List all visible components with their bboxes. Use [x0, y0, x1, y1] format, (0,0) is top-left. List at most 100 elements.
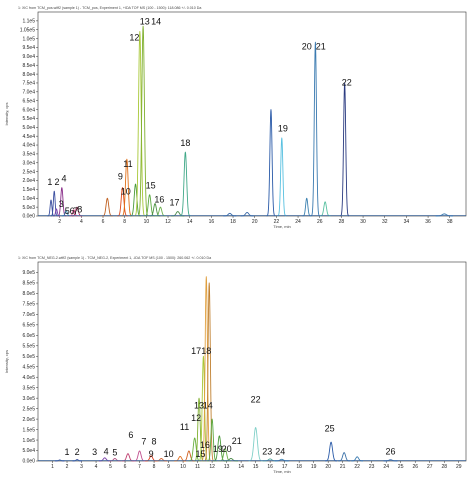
y-tick-label: 6.0e5 [22, 333, 35, 339]
y-tick-label: 2.0e4 [22, 178, 35, 184]
chromatogram-peak [145, 455, 158, 462]
x-tick-label: 24 [295, 219, 301, 225]
peak-label: 12 [129, 32, 139, 42]
x-tick-label: 29 [456, 464, 462, 470]
y-tick-label: 5.5e5 [22, 343, 35, 349]
y-tick-label: 8.0e4 [22, 72, 35, 78]
x-tick-label: 12 [165, 219, 171, 225]
chromatogram-peak [194, 397, 204, 462]
x-axis-label: Time, min [273, 469, 290, 474]
y-tick-label: 8.0e5 [22, 291, 35, 297]
y-tick-label: 4.0e4 [22, 143, 35, 149]
y-tick-label: 9.0e5 [22, 270, 35, 276]
y-tick-label: 1.0e5 [22, 36, 35, 42]
chromatogram-peak [266, 109, 276, 217]
chromatogram-peak [155, 458, 168, 462]
y-tick-label: 1.0e4 [22, 196, 35, 202]
peak-label: 19 [278, 124, 288, 134]
x-tick-label: 2 [58, 219, 61, 225]
peak-label: 11 [180, 422, 189, 432]
chromatogram-peak [198, 355, 209, 462]
plot-frame [37, 11, 467, 217]
y-tick-label: 6.5e4 [22, 98, 35, 104]
peak-label: 3 [92, 447, 97, 457]
peak-label: 6 [70, 206, 75, 216]
y-tick-label: 9.0e4 [22, 54, 35, 60]
y-tick-label: 9.5e4 [22, 45, 35, 51]
chromatogram-peak [108, 458, 121, 462]
x-tick-label: 26 [412, 464, 418, 470]
peak-label: 18 [201, 346, 211, 356]
peak-label: 16 [154, 195, 164, 205]
y-tick-label: 4.5e4 [22, 134, 35, 140]
y-tick-label: 5.0e4 [22, 125, 35, 131]
x-tick-label: 3 [80, 464, 83, 470]
peak-label: 9 [118, 172, 123, 182]
chromatogram-peak [435, 213, 454, 217]
peak-label: 8 [77, 204, 82, 214]
x-tick-label: 12 [209, 464, 215, 470]
x-tick-label: 14 [187, 219, 193, 225]
x-tick-label: 28 [339, 219, 345, 225]
peak-label: 14 [203, 401, 213, 411]
y-tick-label: 0.0e0 [22, 459, 35, 465]
x-tick-label: 20 [325, 464, 331, 470]
x-tick-label: 6 [102, 219, 105, 225]
peak-label: 2 [54, 177, 59, 187]
x-tick-label: 25 [398, 464, 404, 470]
peak-label: 12 [191, 413, 201, 423]
y-tick-label: 5.0e5 [22, 354, 35, 360]
peak-label: 20 [222, 444, 232, 454]
x-tick-label: 19 [311, 464, 317, 470]
chromatogram-peak [61, 210, 71, 217]
chromatogram-peak [340, 82, 350, 217]
x-tick-label: 10 [144, 219, 150, 225]
chromatogram-peak [302, 197, 312, 217]
peak-label: 4 [104, 446, 109, 456]
chromatogram-peak [263, 458, 278, 462]
y-tick-label: 4.0e5 [22, 375, 35, 381]
peak-label: 2 [75, 447, 80, 457]
chromatogram-peak [338, 452, 351, 462]
y-tick-label: 8.5e5 [22, 281, 35, 287]
x-tick-label: 34 [404, 219, 410, 225]
y-tick-label: 3.0e4 [22, 160, 35, 166]
x-tick-label: 4 [80, 219, 83, 225]
chromatogram-peak [179, 151, 191, 217]
chromatogram-peak [277, 137, 287, 217]
chromatogram-peak [101, 197, 113, 217]
y-tick-label: 8.5e4 [22, 63, 35, 69]
x-tick-label: 1 [51, 464, 54, 470]
chromatogram-peak [204, 282, 215, 462]
chromatogram-peak [69, 209, 79, 217]
x-axis-label: Time, min [273, 224, 290, 229]
y-tick-label: 4.5e5 [22, 364, 35, 370]
x-tick-label: 2 [66, 464, 69, 470]
chromatogram-peak [325, 441, 338, 462]
y-tick-label: 2.0e5 [22, 417, 35, 423]
x-tick-label: 10 [180, 464, 186, 470]
y-tick-label: 6.0e4 [22, 107, 35, 113]
peak-label: 6 [128, 430, 133, 440]
x-tick-label: 5 [109, 464, 112, 470]
peak-label: 9 [149, 449, 154, 459]
x-tick-label: 13 [224, 464, 230, 470]
y-axis-label: Intensity, cps [4, 102, 9, 125]
y-tick-label: 0.0e0 [22, 214, 35, 220]
x-tick-label: 28 [441, 464, 447, 470]
y-tick-label: 7.0e4 [22, 90, 35, 96]
peak-label: 26 [386, 447, 396, 457]
x-tick-label: 22 [274, 219, 280, 225]
x-tick-label: 26 [317, 219, 323, 225]
x-tick-label: 20 [252, 219, 258, 225]
chromatogram-panel-top: 1: XIC from TCM_pos.wiff2 (sample 1) - T… [4, 6, 467, 229]
y-tick-label: 1.05e5 [20, 27, 36, 33]
peak-label: 22 [342, 78, 352, 88]
x-tick-label: 32 [382, 219, 388, 225]
x-tick-label: 22 [354, 464, 360, 470]
chromatogram-peak [98, 457, 111, 462]
chromatogram-peak [155, 206, 166, 217]
peak-label: 17 [170, 197, 180, 207]
